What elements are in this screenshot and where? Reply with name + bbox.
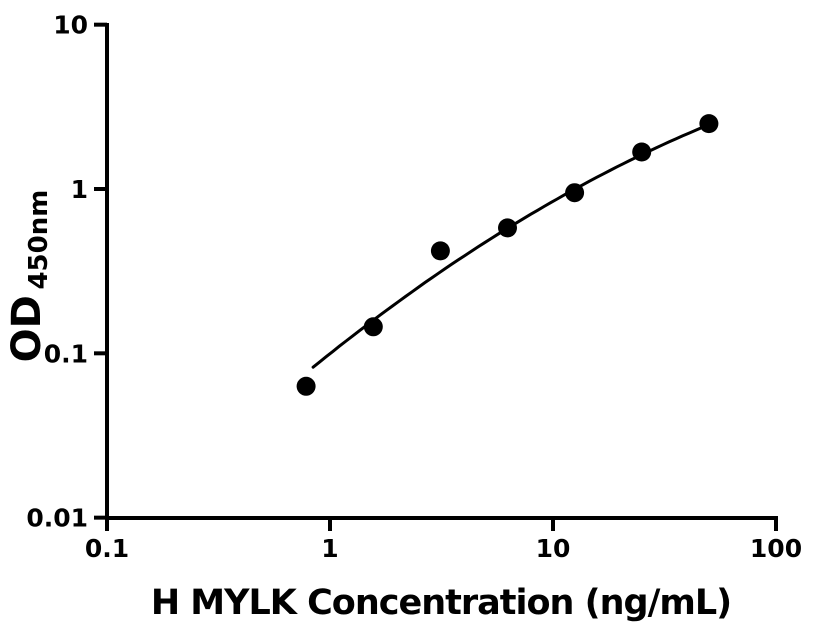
y-tick-label: 10	[53, 11, 88, 40]
data-point	[565, 183, 585, 203]
data-point	[498, 218, 517, 238]
x-axis-title: H MYLK Concentration (ng/mL)	[151, 583, 731, 623]
data-point	[430, 241, 450, 261]
data-point	[632, 142, 652, 162]
data-points	[296, 114, 719, 396]
y-axis-ticks: 10 1 0.1 0.01	[26, 11, 107, 533]
x-axis-ticks: 0.1 1 10 100	[85, 518, 802, 563]
y-tick-label: 0.1	[44, 339, 88, 368]
x-tick-label: 10	[536, 534, 571, 563]
y-tick-label: 0.01	[26, 504, 88, 533]
y-axis-title: OD 450nm	[4, 190, 54, 363]
data-point	[296, 376, 316, 396]
x-tick-label: 100	[750, 534, 802, 563]
y-axis-title-text: OD	[4, 295, 50, 362]
y-axis-title-subscript: 450nm	[24, 190, 54, 290]
x-tick-label: 1	[321, 534, 338, 563]
x-tick-label: 0.1	[85, 534, 129, 563]
data-point	[699, 114, 719, 134]
y-tick-label: 1	[71, 175, 88, 204]
data-point	[363, 317, 383, 337]
